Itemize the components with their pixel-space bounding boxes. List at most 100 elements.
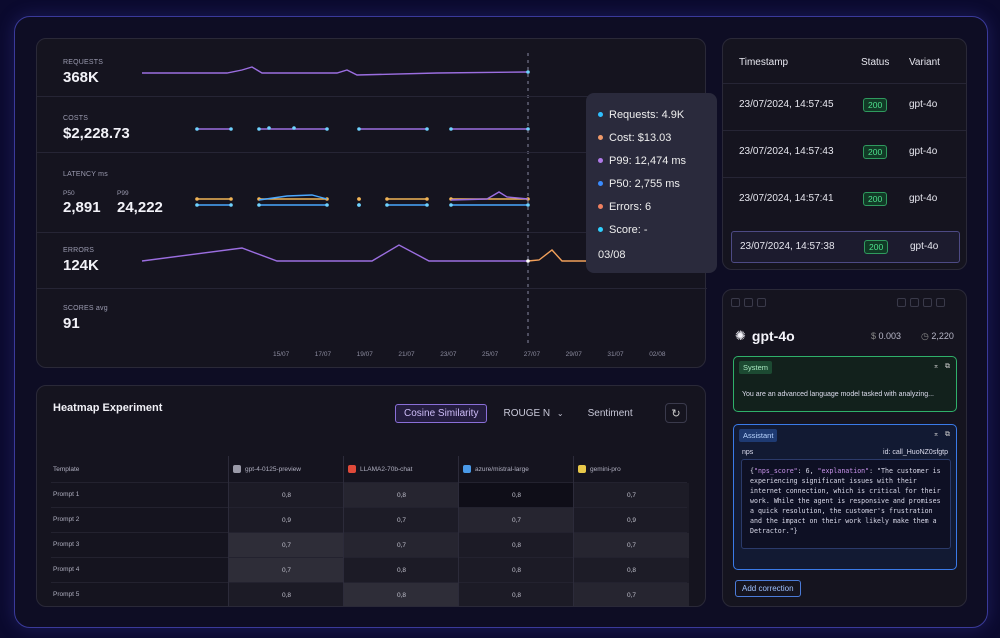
table-row[interactable]: Prompt 1 0,8 0,8 0,8 0,7 — [51, 482, 689, 508]
openai-icon: ✺ — [735, 328, 746, 343]
template-header: Template — [53, 465, 80, 473]
log-row[interactable]: 23/07/2024, 14:57:45 200 gpt-4o — [723, 83, 966, 130]
divider — [458, 456, 459, 606]
heatmap-cell[interactable]: 0,8 — [459, 583, 574, 606]
tab-cosine-similarity[interactable]: Cosine Similarity — [395, 404, 488, 423]
scores-row: SCORES avg 91 — [37, 289, 707, 345]
tooltip-item: Score: - — [598, 218, 705, 241]
log-variant: gpt-4o — [909, 146, 938, 157]
metrics-chart — [141, 53, 662, 347]
heatmap-cell[interactable]: 0,8 — [459, 558, 574, 583]
tab-rouge-n-label: ROUGE N — [503, 408, 551, 419]
table-row[interactable]: Prompt 3 0,7 0,7 0,8 0,7 — [51, 532, 689, 558]
model-column-header: gemini-pro — [578, 456, 621, 482]
series-point — [229, 197, 233, 201]
tab-rouge-n[interactable]: ROUGE N ⌄ — [495, 405, 571, 422]
collapse-icon[interactable]: ⌅ — [933, 363, 940, 370]
copy-icon[interactable]: ⧉ — [945, 363, 950, 370]
copy-icon[interactable]: ⧉ — [945, 431, 950, 438]
window-control[interactable] — [757, 298, 766, 307]
variant-header: Variant — [909, 57, 940, 68]
p99-line — [450, 191, 529, 201]
tooltip-item-text: Cost: $13.03 — [609, 131, 672, 144]
status-badge: 200 — [864, 240, 889, 254]
heatmap-cell[interactable]: 0,8 — [229, 583, 344, 606]
heatmap-cell[interactable]: 0,7 — [229, 533, 344, 558]
heatmap-title: Heatmap Experiment — [53, 402, 163, 414]
scores-label: SCORES avg — [63, 305, 108, 312]
tool-output-code: {"nps_score": 6, "explanation": "The cus… — [741, 459, 951, 549]
scores-value: 91 — [63, 315, 80, 332]
heatmap-cell[interactable]: 0,7 — [344, 508, 459, 533]
series-point — [385, 203, 389, 207]
series-point — [425, 197, 429, 201]
window-controls-left — [731, 298, 770, 307]
latency-label: LATENCY ms — [63, 171, 108, 178]
window-control[interactable] — [897, 298, 906, 307]
series-point — [526, 259, 530, 263]
window-control[interactable] — [744, 298, 753, 307]
heatmap-cell[interactable]: 0,8 — [344, 583, 459, 606]
heatmap-cell[interactable]: 0,7 — [344, 533, 459, 558]
heatmap-cell[interactable]: 0,8 — [459, 483, 574, 508]
heatmap-cell[interactable]: 0,7 — [574, 483, 689, 508]
costs-label: COSTS — [63, 115, 89, 122]
add-correction-button[interactable]: Add correction — [735, 580, 801, 597]
p99-label: P99 — [117, 190, 129, 197]
series-point — [229, 127, 233, 131]
tab-sentiment[interactable]: Sentiment — [587, 408, 633, 419]
window-control[interactable] — [731, 298, 740, 307]
log-row[interactable]: 23/07/2024, 14:57:43 200 gpt-4o — [723, 130, 966, 177]
heatmap-cell[interactable]: 0,7 — [229, 558, 344, 583]
dollar-icon: $ — [871, 331, 877, 341]
window-control[interactable] — [936, 298, 945, 307]
series-point — [526, 70, 530, 74]
table-row[interactable]: Prompt 4 0,7 0,8 0,8 0,8 — [51, 557, 689, 583]
series-point — [325, 203, 329, 207]
tooltip-date: 03/08 — [598, 249, 626, 261]
status-header: Status — [861, 57, 890, 68]
system-text: You are an advanced language model taske… — [742, 391, 934, 398]
heatmap-cell[interactable]: 0,9 — [574, 508, 689, 533]
model-name: LLAMA2-70b-chat — [360, 465, 413, 473]
azure-icon — [463, 465, 471, 473]
duration-value: 2,220 — [931, 331, 954, 341]
collapse-icon[interactable]: ⌅ — [933, 431, 940, 438]
log-row[interactable]: 23/07/2024, 14:57:41 200 gpt-4o — [723, 177, 966, 224]
errors-value: 124K — [63, 257, 99, 274]
heatmap-cell[interactable]: 0,7 — [459, 508, 574, 533]
divider — [573, 456, 574, 606]
x-tick-label: 23/07 — [440, 351, 457, 358]
refresh-button[interactable]: ↻ — [665, 403, 687, 423]
x-tick-label: 25/07 — [482, 351, 499, 358]
series-point — [526, 203, 530, 207]
window-control[interactable] — [910, 298, 919, 307]
series-point — [292, 126, 296, 130]
series-point — [357, 127, 361, 131]
heatmap-cell[interactable]: 0,8 — [229, 483, 344, 508]
heatmap-cell[interactable]: 0,8 — [344, 558, 459, 583]
requests-row: REQUESTS 368K — [37, 39, 707, 97]
window-control[interactable] — [923, 298, 932, 307]
status-badge: 200 — [863, 145, 888, 159]
heatmap-cell[interactable]: 0,8 — [344, 483, 459, 508]
table-row[interactable]: Prompt 2 0,9 0,7 0,7 0,9 — [51, 507, 689, 533]
log-variant: gpt-4o — [909, 99, 938, 110]
table-row[interactable]: Prompt 5 0,8 0,8 0,8 0,7 — [51, 582, 689, 606]
log-row[interactable]: 23/07/2024, 14:57:38 200 gpt-4o — [731, 231, 960, 263]
heatmap-cell[interactable]: 0,7 — [574, 583, 689, 606]
log-timestamp: 23/07/2024, 14:57:43 — [739, 146, 834, 157]
series-point — [357, 203, 361, 207]
log-timestamp: 23/07/2024, 14:57:45 — [739, 99, 834, 110]
log-variant: gpt-4o — [910, 241, 939, 252]
x-tick-label: 29/07 — [565, 351, 582, 358]
heatmap-cell[interactable]: 0,8 — [574, 558, 689, 583]
requests-line — [142, 66, 528, 76]
heatmap-cell[interactable]: 0,9 — [229, 508, 344, 533]
tooltip-item-text: P99: 12,474 ms — [609, 154, 687, 167]
row-label: Prompt 4 — [53, 566, 80, 573]
heatmap-cell[interactable]: 0,8 — [459, 533, 574, 558]
series-point — [357, 197, 361, 201]
heatmap-cell[interactable]: 0,7 — [574, 533, 689, 558]
series-point — [385, 197, 389, 201]
